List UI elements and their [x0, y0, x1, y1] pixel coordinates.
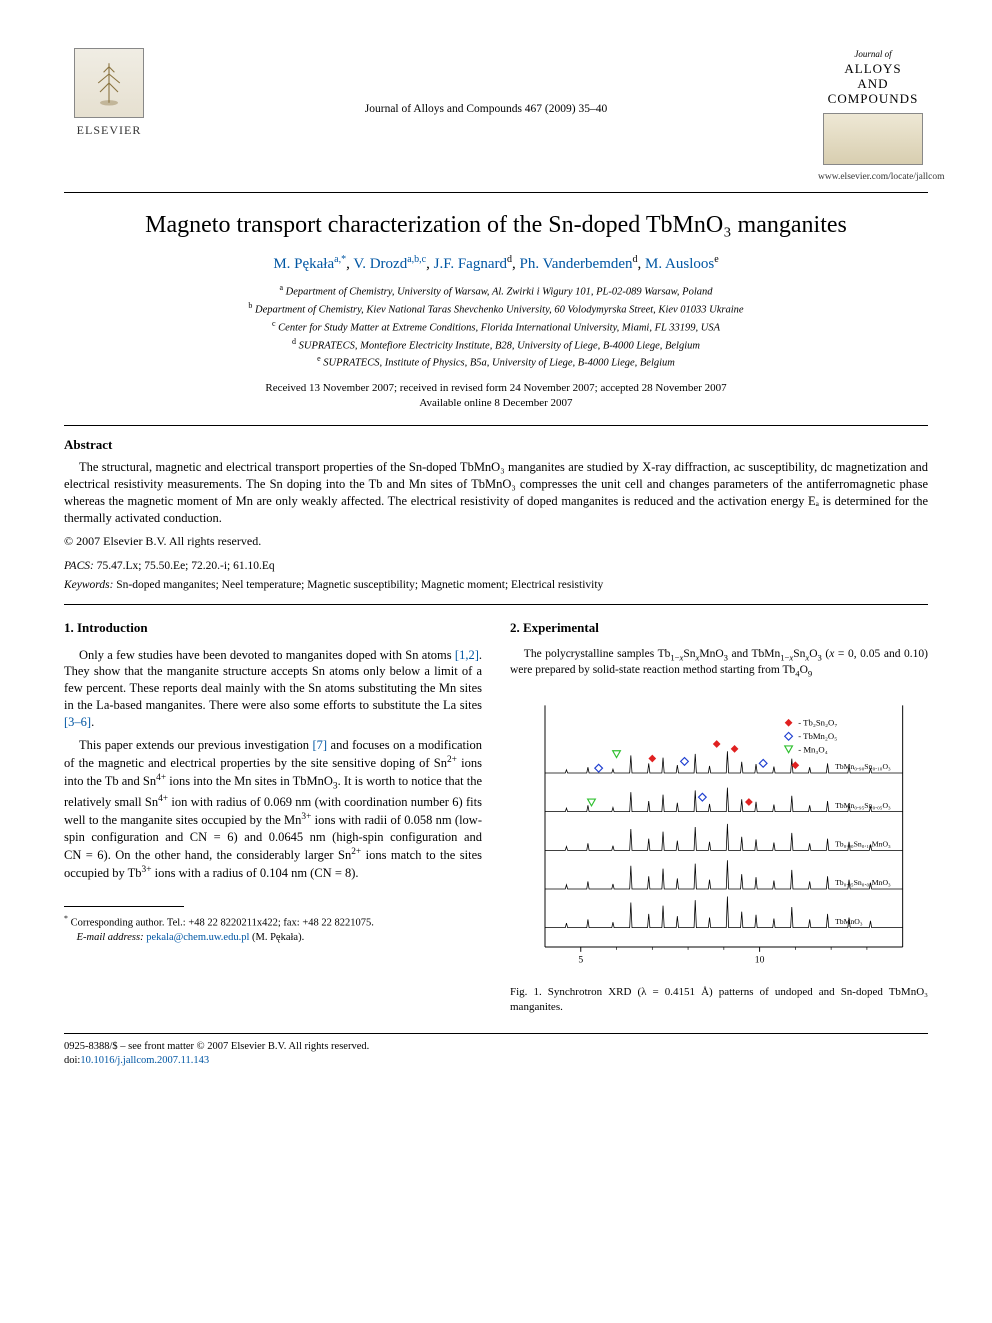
- legend-label: - Tb₂Sn₂O₇: [798, 718, 837, 728]
- citation-link[interactable]: [3–6]: [64, 715, 91, 729]
- trace-label: TbMnO₃: [835, 917, 863, 926]
- corresponding-footnote: * Corresponding author. Tel.: +48 22 822…: [64, 913, 482, 946]
- left-column: 1. Introduction Only a few studies have …: [64, 619, 482, 1015]
- keywords-line: Keywords: Sn-doped manganites; Neel temp…: [64, 578, 928, 594]
- impurity-marker-icon: [648, 755, 656, 763]
- affiliation: b Department of Chemistry, Kiev National…: [64, 300, 928, 318]
- publisher-name: ELSEVIER: [77, 122, 142, 138]
- impurity-marker-icon: [595, 765, 603, 773]
- citation-link[interactable]: [1,2]: [455, 648, 479, 662]
- citation-link[interactable]: [7]: [312, 738, 327, 752]
- impurity-marker-icon: [613, 751, 621, 758]
- pacs-line: PACS: 75.47.Lx; 75.50.Ee; 72.20.-i; 61.1…: [64, 559, 928, 575]
- author: V. Drozda,b,c: [353, 256, 426, 272]
- impurity-marker-icon: [681, 758, 689, 766]
- affiliation: d SUPRATECS, Montefiore Electricity Inst…: [64, 336, 928, 354]
- chart-legend: - Tb₂Sn₂O₇ - TbMn₂O₅ - Mn₃O₄: [785, 718, 838, 755]
- doi-link[interactable]: 10.1016/j.jallcom.2007.11.143: [80, 1055, 209, 1066]
- keywords-list: Sn-doped manganites; Neel temperature; M…: [116, 579, 603, 591]
- section-heading-intro: 1. Introduction: [64, 619, 482, 637]
- abstract-body: The structural, magnetic and electrical …: [64, 459, 928, 527]
- publisher-logo: ELSEVIER: [64, 48, 154, 138]
- elsevier-tree-icon: [74, 48, 144, 118]
- article-dates: Received 13 November 2007; received in r…: [64, 381, 928, 411]
- x-tick-label: 5: [578, 955, 583, 966]
- author-list: M. Pękałaa,*, V. Drozda,b,c, J.F. Fagnar…: [64, 253, 928, 274]
- body-columns: 1. Introduction Only a few studies have …: [64, 619, 928, 1015]
- email-who: (M. Pękała).: [252, 932, 304, 943]
- bottom-info: 0925-8388/$ – see front matter © 2007 El…: [64, 1040, 928, 1069]
- page-header: ELSEVIER Journal of Alloys and Compounds…: [64, 48, 928, 184]
- dates-online: Available online 8 December 2007: [64, 396, 928, 411]
- footnote-text: Corresponding author. Tel.: +48 22 82202…: [71, 918, 374, 929]
- keywords-label: Keywords:: [64, 579, 113, 591]
- affiliation: e SUPRATECS, Institute of Physics, B5a, …: [64, 353, 928, 371]
- author: M. Pękałaa,*: [273, 256, 346, 272]
- author-link[interactable]: Ph. Vanderbemden: [520, 256, 633, 272]
- footnote-marker: *: [64, 914, 68, 923]
- abstract-top-rule: [64, 425, 928, 426]
- xrd-chart: 5 10 - Tb₂Sn₂O₇ - TbMn₂O₅ - Mn₃: [510, 686, 928, 976]
- journal-reference: Journal of Alloys and Compounds 467 (200…: [154, 48, 818, 118]
- email-label: E-mail address:: [77, 932, 144, 943]
- legend-label: - TbMn₂O₅: [798, 732, 837, 742]
- impurity-marker-icon: [759, 760, 767, 768]
- abstract-text: The structural, magnetic and electrical …: [64, 459, 928, 527]
- author: M. Ausloose: [645, 256, 719, 272]
- header-rule: [64, 192, 928, 193]
- front-matter-line: 0925-8388/$ – see front matter © 2007 El…: [64, 1040, 928, 1055]
- right-column: 2. Experimental The polycrystalline samp…: [510, 619, 928, 1015]
- author-link[interactable]: M. Ausloos: [645, 256, 714, 272]
- article-title: Magneto transport characterization of th…: [64, 209, 928, 241]
- badge-top-text: Journal of: [818, 48, 928, 60]
- footnote-rule: [64, 906, 184, 907]
- section-heading-exp: 2. Experimental: [510, 619, 928, 637]
- abstract-heading: Abstract: [64, 436, 928, 454]
- impurity-marker-icon: [731, 745, 739, 753]
- pacs-label: PACS:: [64, 560, 94, 572]
- author-link[interactable]: J.F. Fagnard: [434, 256, 507, 272]
- copyright-line: © 2007 Elsevier B.V. All rights reserved…: [64, 533, 928, 549]
- dates-received: Received 13 November 2007; received in r…: [64, 381, 928, 396]
- author-link[interactable]: M. Pękała: [273, 256, 334, 272]
- abstract-bottom-rule: [64, 604, 928, 605]
- badge-cover-icon: [823, 113, 923, 165]
- bottom-rule: [64, 1033, 928, 1034]
- figure-1: 5 10 - Tb₂Sn₂O₇ - TbMn₂O₅ - Mn₃: [510, 686, 928, 1014]
- author: J.F. Fagnardd: [434, 256, 512, 272]
- doi-label: doi:: [64, 1055, 80, 1066]
- trace-label: TbMn₀.₉₅Sn₀.₀₅O₃: [835, 801, 891, 810]
- pacs-codes: 75.47.Lx; 75.50.Ee; 72.20.-i; 61.10.Eq: [97, 560, 275, 572]
- intro-para-1: Only a few studies have been devoted to …: [64, 647, 482, 731]
- badge-main-text: ALLOYSAND COMPOUNDS: [818, 62, 928, 107]
- email-link[interactable]: pekala@chem.uw.edu.pl: [146, 932, 249, 943]
- author-link[interactable]: V. Drozd: [353, 256, 407, 272]
- affiliation: c Center for Study Matter at Extreme Con…: [64, 318, 928, 336]
- impurity-marker-icon: [699, 794, 707, 802]
- journal-url[interactable]: www.elsevier.com/locate/jallcom: [818, 171, 928, 184]
- impurity-marker-icon: [745, 799, 753, 807]
- figure-caption: Fig. 1. Synchrotron XRD (λ = 0.4151 Å) p…: [510, 985, 928, 1015]
- impurity-marker-icon: [713, 741, 721, 749]
- journal-badge: Journal of ALLOYSAND COMPOUNDS www.elsev…: [818, 48, 928, 184]
- affiliations: a Department of Chemistry, University of…: [64, 282, 928, 371]
- impurity-marker-icon: [588, 799, 596, 806]
- legend-label: - Mn₃O₄: [798, 745, 827, 755]
- trace-label: Tb₀.₉₀Sn₀.₁₀MnO₃: [835, 840, 891, 849]
- affiliation: a Department of Chemistry, University of…: [64, 282, 928, 300]
- trace-label: TbMn₀.₉₀Sn₀.₁₀O₃: [835, 763, 891, 772]
- intro-para-2: This paper extends our previous investig…: [64, 737, 482, 882]
- trace-label: Tb₀.₉₅Sn₀.₀₅MnO₃: [835, 879, 891, 888]
- exp-para-1: The polycrystalline samples Tb1−xSnxMnO3…: [510, 647, 928, 681]
- x-tick-label: 10: [755, 955, 765, 966]
- author: Ph. Vanderbemdend: [520, 256, 638, 272]
